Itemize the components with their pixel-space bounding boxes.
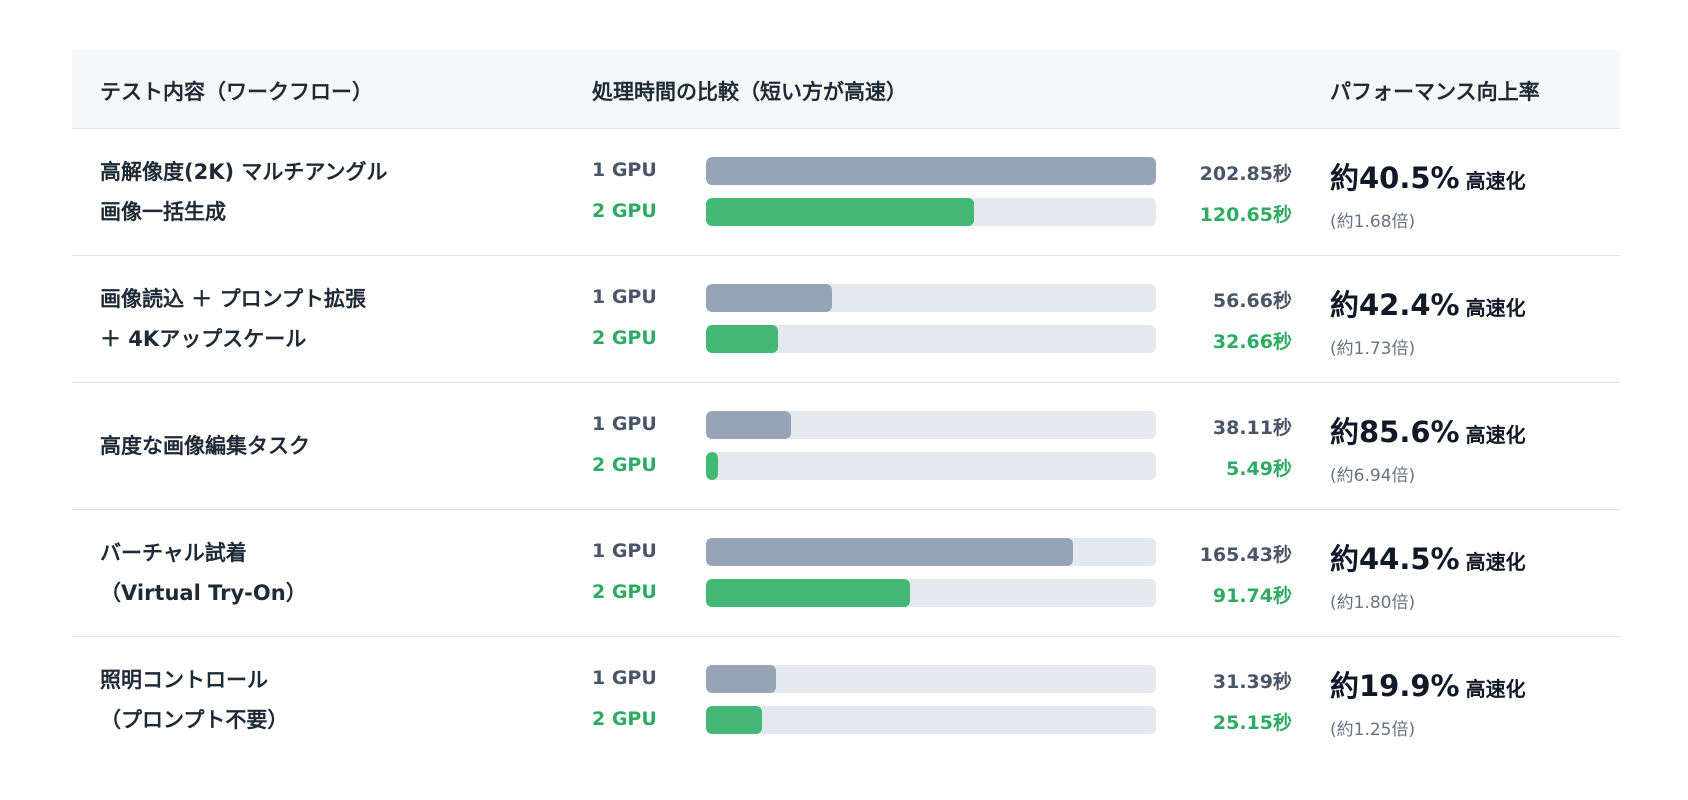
- task-name: バーチャル試着 （Virtual Try-On）: [100, 510, 540, 636]
- gpu1-bar: [706, 665, 776, 693]
- header-perf: パフォーマンス向上率: [1330, 80, 1540, 104]
- table-row: 高度な画像編集タスク 1 GPU 2 GPU 38.11秒 5.49秒 約85.6% 高速化…: [72, 383, 1620, 510]
- speedup-percent: 約85.6%: [1330, 415, 1460, 449]
- task-name-line: 照明コントロール: [100, 668, 268, 692]
- gpu2-time: 120.65秒: [1199, 204, 1292, 226]
- table-row: 照明コントロール （プロンプト不要） 1 GPU 2 GPU 31.39秒 25.15秒 約…: [72, 637, 1620, 763]
- gpu2-label: 2 GPU: [592, 454, 657, 476]
- task-name-line: 高解像度(2K) マルチアングル: [100, 160, 388, 184]
- speedup-suffix: 高速化: [1465, 169, 1526, 193]
- gpu2-bar-track: [706, 452, 1156, 480]
- task-name-line: （Virtual Try-On）: [100, 581, 307, 605]
- gpu1-label: 1 GPU: [592, 413, 657, 435]
- speedup: 約42.4% 高速化: [1330, 282, 1526, 324]
- speedup-suffix: 高速化: [1465, 550, 1526, 574]
- speedup-ratio: (約1.25倍): [1330, 720, 1416, 740]
- gpu1-label: 1 GPU: [592, 159, 657, 181]
- gpu2-bar-track: [706, 325, 1156, 353]
- gpu1-time: 202.85秒: [1199, 163, 1292, 185]
- speedup-ratio: (約1.68倍): [1330, 212, 1416, 232]
- speedup-percent: 約40.5%: [1330, 161, 1460, 195]
- speedup: 約85.6% 高速化: [1330, 409, 1526, 451]
- gpu1-bar: [706, 284, 832, 312]
- speedup-percent: 約42.4%: [1330, 288, 1460, 322]
- speedup: 約44.5% 高速化: [1330, 536, 1526, 578]
- table-body: 高解像度(2K) マルチアングル 画像一括生成 1 GPU 2 GPU 202.85秒 1…: [72, 129, 1620, 763]
- header-compare: 処理時間の比較（短い方が高速）: [592, 80, 907, 104]
- task-name: 画像読込 ＋ プロンプト拡張 ＋ 4Kアップスケール: [100, 256, 540, 382]
- gpu1-label: 1 GPU: [592, 540, 657, 562]
- gpu1-time: 31.39秒: [1212, 671, 1292, 693]
- task-name: 高度な画像編集タスク: [100, 383, 540, 509]
- gpu1-bar: [706, 411, 791, 439]
- speedup-ratio: (約1.73倍): [1330, 339, 1416, 359]
- gpu1-label: 1 GPU: [592, 286, 657, 308]
- task-name-line: バーチャル試着: [100, 541, 247, 565]
- gpu2-bar-track: [706, 579, 1156, 607]
- gpu1-bar-track: [706, 538, 1156, 566]
- gpu1-time: 165.43秒: [1199, 544, 1292, 566]
- table-row: 画像読込 ＋ プロンプト拡張 ＋ 4Kアップスケール 1 GPU 2 GPU 56.66…: [72, 256, 1620, 383]
- gpu2-time: 25.15秒: [1212, 712, 1292, 734]
- benchmark-table: テスト内容（ワークフロー） 処理時間の比較（短い方が高速） パフォーマンス向上率…: [72, 50, 1620, 763]
- gpu1-label: 1 GPU: [592, 667, 657, 689]
- gpu2-bar: [706, 325, 779, 353]
- task-name: 高解像度(2K) マルチアングル 画像一括生成: [100, 129, 540, 255]
- task-name: 照明コントロール （プロンプト不要）: [100, 637, 540, 763]
- speedup-suffix: 高速化: [1465, 296, 1526, 320]
- gpu1-bar-track: [706, 411, 1156, 439]
- gpu1-time: 56.66秒: [1212, 290, 1292, 312]
- task-name-line: 画像読込 ＋ プロンプト拡張: [100, 287, 366, 311]
- gpu1-bar-track: [706, 665, 1156, 693]
- gpu2-time: 91.74秒: [1212, 585, 1292, 607]
- header-task: テスト内容（ワークフロー）: [100, 80, 373, 104]
- gpu2-bar: [706, 706, 762, 734]
- gpu2-time: 5.49秒: [1226, 458, 1292, 480]
- gpu2-bar: [706, 579, 910, 607]
- gpu2-label: 2 GPU: [592, 581, 657, 603]
- gpu2-bar-track: [706, 198, 1156, 226]
- gpu2-label: 2 GPU: [592, 327, 657, 349]
- table-row: バーチャル試着 （Virtual Try-On） 1 GPU 2 GPU 165.43秒…: [72, 510, 1620, 637]
- task-name-line: （プロンプト不要）: [100, 708, 289, 732]
- speedup-suffix: 高速化: [1465, 423, 1526, 447]
- gpu1-time: 38.11秒: [1212, 417, 1292, 439]
- speedup-ratio: (約6.94倍): [1330, 466, 1416, 486]
- speedup-percent: 約19.9%: [1330, 669, 1460, 703]
- gpu2-bar-track: [706, 706, 1156, 734]
- speedup-ratio: (約1.80倍): [1330, 593, 1416, 613]
- gpu2-label: 2 GPU: [592, 708, 657, 730]
- gpu2-bar: [706, 452, 719, 480]
- task-name-line: 画像一括生成: [100, 200, 226, 224]
- gpu2-time: 32.66秒: [1212, 331, 1292, 353]
- gpu1-bar-track: [706, 157, 1156, 185]
- gpu1-bar-track: [706, 284, 1156, 312]
- gpu1-bar: [706, 538, 1073, 566]
- task-name-line: ＋ 4Kアップスケール: [100, 327, 307, 351]
- gpu2-label: 2 GPU: [592, 200, 657, 222]
- gpu1-bar: [706, 157, 1156, 185]
- table-row: 高解像度(2K) マルチアングル 画像一括生成 1 GPU 2 GPU 202.85秒 1…: [72, 129, 1620, 256]
- gpu2-bar: [706, 198, 974, 226]
- speedup-percent: 約44.5%: [1330, 542, 1460, 576]
- speedup: 約40.5% 高速化: [1330, 155, 1526, 197]
- task-name-line: 高度な画像編集タスク: [100, 434, 310, 458]
- speedup: 約19.9% 高速化: [1330, 663, 1526, 705]
- table-header: テスト内容（ワークフロー） 処理時間の比較（短い方が高速） パフォーマンス向上率: [72, 50, 1620, 129]
- speedup-suffix: 高速化: [1465, 677, 1526, 701]
